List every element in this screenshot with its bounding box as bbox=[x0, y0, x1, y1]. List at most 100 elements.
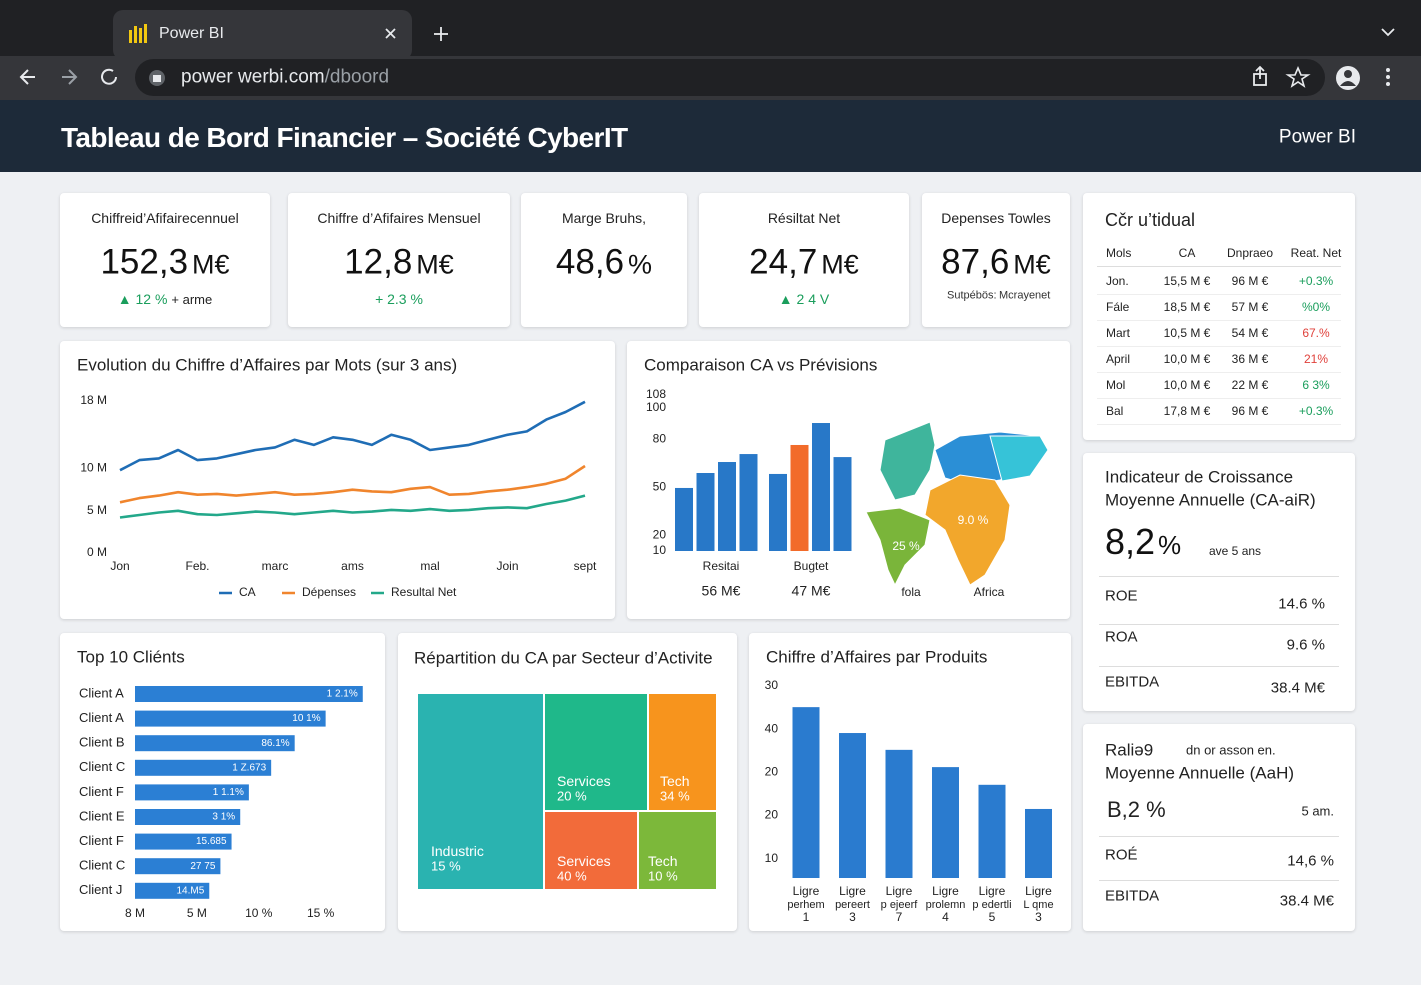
column-header: Dnpraeo bbox=[1226, 246, 1274, 260]
chart-card: Chiffre d’Affaires par Produits 30 40 20 20 1… bbox=[749, 633, 1071, 931]
row-rule bbox=[1099, 624, 1339, 625]
report-header bbox=[0, 100, 1421, 172]
table-cell: April bbox=[1106, 352, 1131, 366]
y-tick-label: 50 bbox=[653, 479, 667, 493]
kpi-number: 152,3 bbox=[100, 242, 189, 282]
y-tick-label: 20 bbox=[765, 808, 779, 822]
bar bbox=[135, 858, 221, 875]
url-path: /dboord bbox=[324, 66, 390, 88]
x-tick-line: 7 bbox=[896, 910, 903, 924]
bar-label: 1 1.1% bbox=[213, 787, 244, 798]
x-tick-label: Ligre prolemn 4 bbox=[926, 884, 966, 924]
reload-button[interactable] bbox=[101, 68, 117, 85]
ratio-card: Raliə9 dn or asson en. Moyenne Annuelle (A… bbox=[1083, 724, 1355, 931]
bar bbox=[135, 710, 326, 727]
x-tick-line: prolemn bbox=[926, 899, 966, 911]
chart-card: Evolution du Chiffre d’Affaires par Mots… bbox=[60, 341, 615, 619]
kpi-delta-value: ▲ 12 % bbox=[117, 291, 168, 307]
table-cell: Mart bbox=[1106, 326, 1130, 340]
card-subtitle: Moyenne Annuelle (AaH) bbox=[1105, 763, 1295, 783]
line-series bbox=[119, 494, 586, 519]
table-cell: 54 M € bbox=[1231, 326, 1269, 340]
share-button[interactable] bbox=[1253, 65, 1267, 86]
x-tick-line: 1 bbox=[803, 910, 810, 924]
table-cell: 18,5 M € bbox=[1163, 300, 1211, 314]
tab-icon bbox=[129, 24, 147, 43]
chart: Top 10 Cliénts Client A 1 2.1% Client A 10 1… bbox=[77, 647, 363, 920]
cell-name: Industric bbox=[431, 843, 484, 859]
y-tick-label: 5 M bbox=[87, 503, 107, 517]
kpi-card: Chiffre d’Afifaires Mensuel 12,8 M€ + 2.3 % bbox=[288, 193, 510, 327]
chart-title: Top 10 Cliénts bbox=[77, 647, 185, 666]
metric-label: EBITDA bbox=[1105, 887, 1160, 905]
x-tick-line: Ligre bbox=[886, 884, 913, 898]
x-tick-line: 3 bbox=[1035, 910, 1042, 924]
x-tick-line: p ejeerf bbox=[881, 899, 919, 911]
bar bbox=[839, 733, 866, 878]
chart-title: Comparaison CA vs Prévisions bbox=[644, 355, 877, 374]
bookmark-button[interactable] bbox=[1285, 65, 1311, 88]
x-tick-label: mal bbox=[420, 559, 439, 573]
row-rule bbox=[1099, 666, 1339, 667]
bar-label: 86.1% bbox=[261, 738, 289, 749]
bar bbox=[135, 686, 363, 702]
table-cell: %0% bbox=[1301, 300, 1331, 314]
browser-menu[interactable] bbox=[1386, 68, 1390, 86]
line-series bbox=[119, 464, 586, 504]
group-value: 56 M€ bbox=[702, 583, 741, 599]
metric-label: ROA bbox=[1105, 628, 1138, 646]
profile-icon bbox=[1340, 81, 1356, 86]
group-label: Bugtet bbox=[794, 559, 829, 573]
forward-button[interactable] bbox=[62, 69, 78, 85]
table-title: Cčr u’tidual bbox=[1105, 210, 1196, 230]
x-tick-label: Feb. bbox=[185, 559, 209, 573]
bar bbox=[718, 462, 736, 551]
sector-card: Répartition du CA par Secteur d’Activite… bbox=[398, 633, 737, 931]
site-info-icon bbox=[153, 75, 161, 82]
map-region bbox=[879, 421, 936, 501]
bar bbox=[135, 882, 210, 899]
tab-menu[interactable] bbox=[1381, 28, 1395, 37]
bar-label: 1 2.1% bbox=[327, 689, 358, 700]
bar bbox=[932, 767, 959, 878]
y-tick-label: Client B bbox=[79, 735, 125, 750]
metric-value: 38.4 M€ bbox=[1279, 892, 1334, 910]
map-region bbox=[989, 435, 1049, 482]
metric-value: 14,6 % bbox=[1287, 852, 1334, 870]
x-tick-line: L qme bbox=[1023, 899, 1053, 911]
browser-chrome bbox=[0, 0, 1421, 172]
metric-value: 14.6 % bbox=[1278, 595, 1325, 613]
metric-note: ave 5 ans bbox=[1209, 544, 1262, 558]
row-rule bbox=[1099, 576, 1339, 577]
card-title-suffix: dn or asson en. bbox=[1186, 742, 1276, 758]
y-tick-label: 10 bbox=[765, 851, 779, 865]
x-tick-line: Ligre bbox=[1025, 884, 1052, 898]
back-button[interactable] bbox=[19, 69, 35, 85]
y-tick-label: 80 bbox=[653, 432, 667, 446]
line-series bbox=[119, 400, 586, 472]
kpi-unit: % bbox=[628, 249, 653, 280]
tab-close[interactable] bbox=[385, 28, 396, 39]
bar bbox=[135, 833, 232, 850]
x-tick-label: 15 % bbox=[307, 906, 335, 920]
chart: Comparaison CA vs Prévisions 10 20 50 80 1001… bbox=[644, 355, 1049, 599]
map-region bbox=[865, 507, 931, 587]
omnibox[interactable] bbox=[135, 59, 1325, 96]
kpi-unit: M€ bbox=[416, 249, 454, 280]
y-tick-label: 18 M bbox=[80, 393, 107, 407]
y-tick-label: 40 bbox=[765, 721, 779, 735]
map-label: fola bbox=[901, 585, 921, 599]
table-cell: Fále bbox=[1106, 300, 1130, 314]
kpi-card: Marge Bruhs, 48,6% bbox=[521, 193, 687, 327]
table-cell: +0.3% bbox=[1298, 404, 1334, 418]
new-tab[interactable] bbox=[434, 27, 448, 41]
cell-name: Services bbox=[557, 773, 611, 789]
x-tick-label: Ligre L qme 3 bbox=[1023, 884, 1053, 924]
dashboard-title: Tableau de Bord Financier – Société Cybe… bbox=[61, 122, 628, 153]
x-tick-label: ams bbox=[341, 559, 364, 573]
column-header: Mols bbox=[1106, 246, 1132, 260]
metric-label: ROE bbox=[1105, 587, 1138, 605]
bar bbox=[696, 473, 715, 551]
active-tab[interactable] bbox=[113, 10, 412, 60]
